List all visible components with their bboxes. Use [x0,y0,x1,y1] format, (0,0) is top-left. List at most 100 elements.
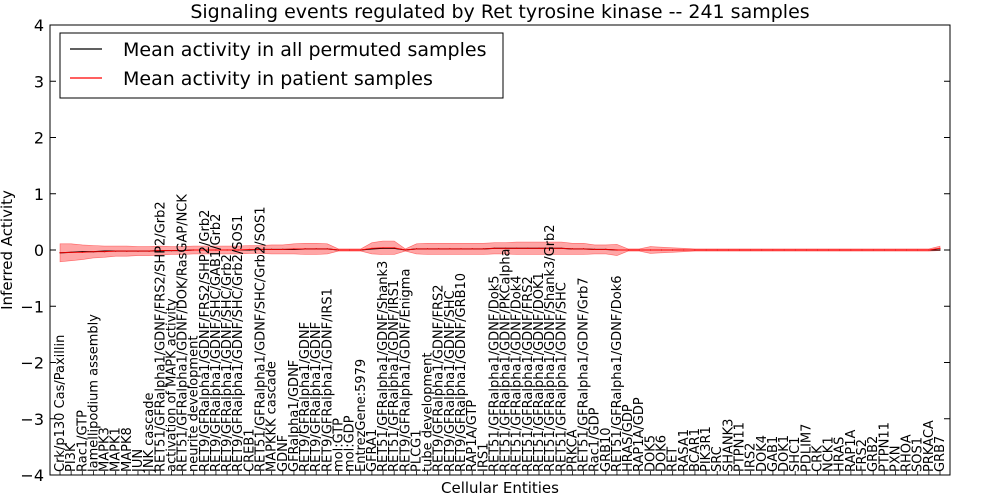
x-category-label: MAPK1 [109,427,124,472]
x-category-label: CRK [811,445,826,472]
series-1-point [282,248,284,250]
series-1-point [783,249,785,251]
series-1-point [226,249,228,251]
x-category-label: JNK cascade [142,393,157,473]
series-1-point [126,250,128,252]
series-1-point [928,249,930,251]
series-1-point [415,248,418,250]
series-1-point [850,249,852,251]
x-category-label: RET9/GFRalpha1/GDNF/GRB10 [454,273,469,472]
x-category-label: Rac1/GDP [588,407,603,472]
series-1-point [193,249,195,251]
legend-box [59,32,504,99]
series-1-point [248,248,250,250]
series-1-point [337,249,340,251]
x-category-label: SOS1 [911,437,926,472]
x-category-label: RET51/GFRalpha1/GDNF/Shank3 [376,261,391,472]
x-category-label: GDNF [276,435,291,472]
x-category-label: RET51/GFRalpha1/GDNF/SHC/Grb2/SOS1 [254,206,269,472]
series-1-point [259,248,262,250]
series-1-point [582,248,585,250]
x-category-label: RET9/GFRalpha1/GDNF/IRS1 [320,288,335,472]
x-category-label: PXN [888,446,903,472]
chart-title: Signaling events regulated by Ret tyrosi… [190,1,809,23]
series-1-point [471,248,473,250]
y-tick-label: 4 [34,16,44,35]
series-1-point [549,247,551,249]
series-1-point [716,249,718,251]
series-0-point [939,249,941,251]
x-category-label: RET9/GFRalpha1/GDNF/SHC/GAB1/Grb2 [209,214,224,472]
series-1-point [694,249,696,251]
x-category-label: RET51/GFRalpha1/GDNF/FRS2/SHP2/Grb2 [153,201,168,472]
x-category-label: BCAR1 [688,428,703,472]
series-1-point [438,248,440,250]
series-1-point [738,249,741,251]
x-category-label: lamellipodium assembly [86,314,101,472]
series-1-point [761,249,763,251]
series-1-point [70,251,72,253]
x-category-label: HRAS [833,437,848,472]
series-1-point [59,252,61,254]
series-1-point [505,247,507,249]
x-category-label: PTPN11 [877,422,892,472]
x-category-label: EntrezGene:5979 [354,359,369,472]
x-category-label: RET [666,447,681,472]
y-tick-label: 0 [34,241,44,260]
series-1-point [271,248,273,250]
x-category-label: mol:GTP [332,418,347,472]
series-1-point [493,247,495,249]
series-1-point [293,248,295,250]
x-category-label: RET51/GFRalpha1/GDNF/IRS1 [387,280,402,472]
y-tick-label: 3 [34,72,44,91]
series-1-point [159,250,161,252]
series-1-point [727,249,730,251]
x-category-label: DOK1 [777,435,792,472]
series-1-point [170,250,172,252]
series-1-point [538,247,540,249]
x-category-label: PTPN11 [733,422,748,472]
series-1-point [638,249,640,251]
series-1-point [939,247,941,249]
x-category-label: IRS1 [476,443,491,472]
series-1-point [371,247,373,249]
x-category-label: CREB1 [242,428,257,472]
x-category-label: RAP1A [844,429,859,472]
series-1-point [861,249,863,251]
series-1-point [828,249,830,251]
series-1-point [816,249,819,251]
x-category-label: GAB1 [766,436,781,472]
series-1-point [349,249,351,251]
x-category-label: RET9/GFRalpha1/GDNF/FRS2 [432,284,447,472]
x-category-label: activation of MAPK activity [164,298,179,472]
x-category-label: RET51/GFRalpha1/GDNF/Shank3/Grb2 [543,224,558,472]
series-1-point [627,249,629,251]
x-category-label: RET9/GFRalpha1/GDNF/SHC/Grb2/SOS1 [231,215,246,472]
x-category-label: MAPK8 [120,427,135,472]
x-category-label: FRS2 [855,439,870,472]
x-category-label: Rac1/GTP [75,410,90,472]
x-category-label: GRB10 [599,427,614,472]
y-tick-label: −1 [20,297,44,316]
legend-label-permuted: Mean activity in all permuted samples [123,39,486,61]
x-category-label: Crk/p130 Cas/Paxillin [53,335,68,472]
y-axis: −4 −3 −2 −1 0 1 2 3 4 [20,16,950,485]
series-1-point [839,249,841,251]
x-category-label: RET51/GFRalpha1/GDNF/SHC [554,282,569,472]
x-category-label: DOK6 [655,435,670,472]
series-1-point [794,249,796,251]
x-category-label: MAPKKK cascade [265,361,280,472]
x-category-label: GRB2 [866,436,881,472]
series-line-1 [59,247,941,254]
series-1-point [649,249,652,251]
series-1-point [805,249,807,251]
x-category-label: GFRA1 [365,429,380,472]
y-tick-label: −4 [20,466,44,485]
x-category-label: IRS2 [744,443,759,472]
series-1-point [215,249,217,251]
series-1-point [181,250,184,252]
x-category-label: RET51/GFRalpha1/GDNF/Dok5 [487,275,502,472]
x-category-label: GRB7 [933,436,948,472]
x-category-label: RET9/GFRalpha1/GDNF/SHC [443,290,458,472]
